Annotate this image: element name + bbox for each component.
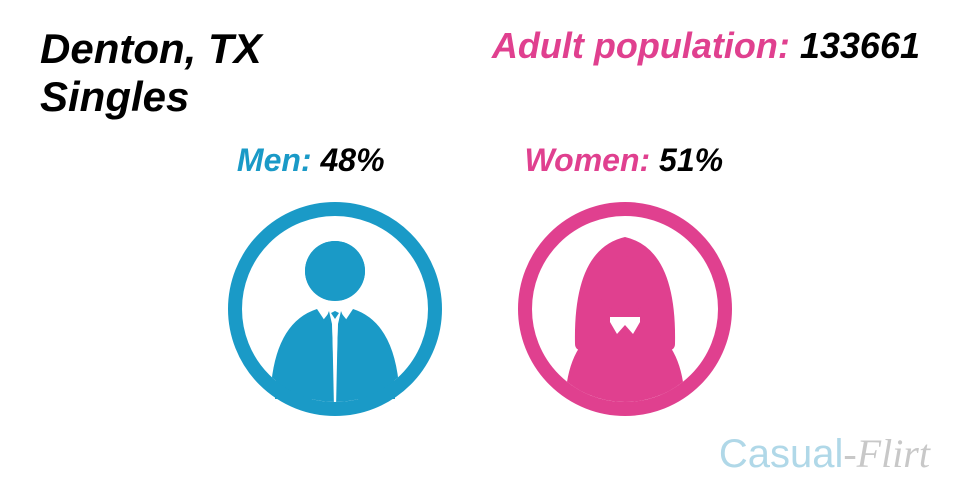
men-value: 48% (320, 142, 384, 178)
stat-women: Women: 51% (525, 142, 724, 179)
icons-row (0, 199, 960, 419)
stats-row: Men: 48% Women: 51% (0, 142, 960, 179)
population-block: Adult population: 133661 (492, 25, 920, 122)
stat-men: Men: 48% (237, 142, 385, 179)
logo-flirt: -Flirt (843, 431, 930, 476)
title-block: Denton, TX Singles (40, 25, 262, 122)
women-value: 51% (659, 142, 723, 178)
population-value: 133661 (800, 25, 920, 66)
header: Denton, TX Singles Adult population: 133… (0, 0, 960, 122)
women-label: Women: (525, 142, 651, 178)
subtitle: Singles (40, 73, 262, 121)
women-icon (515, 199, 735, 419)
population-label: Adult population: (492, 25, 790, 66)
logo: Casual-Flirt (719, 430, 930, 477)
men-icon (225, 199, 445, 419)
men-label: Men: (237, 142, 312, 178)
logo-casual: Casual (719, 432, 844, 476)
city-name: Denton, TX (40, 25, 262, 73)
